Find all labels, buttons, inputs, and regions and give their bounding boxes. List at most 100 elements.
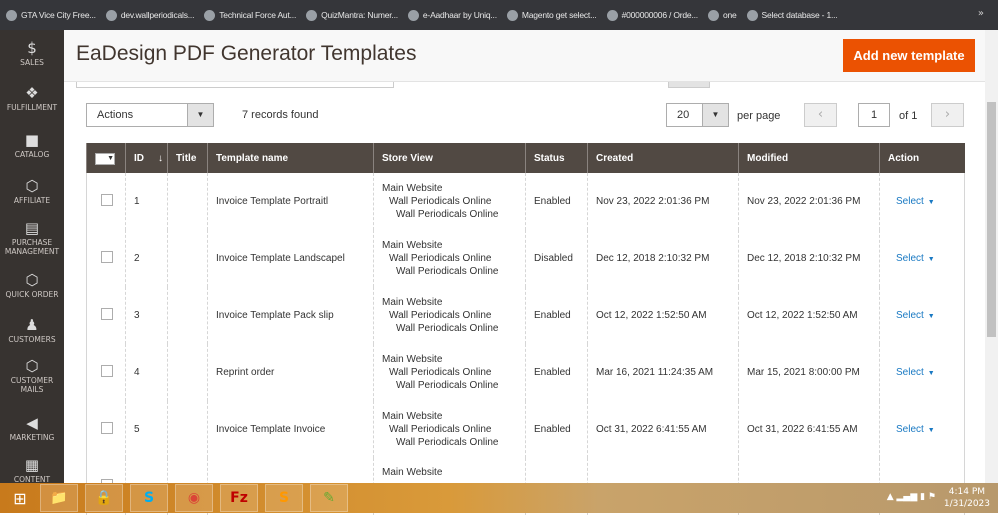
sidebar-item-sales[interactable]: $ SALES — [0, 40, 64, 67]
filters-button[interactable] — [668, 82, 710, 88]
row-checkbox[interactable] — [101, 365, 113, 377]
megaphone-icon: ◀ — [26, 414, 38, 432]
clock-date: 1/31/2023 — [943, 499, 990, 509]
sidebar-item-catalog[interactable]: ■ CATALOG — [0, 132, 64, 159]
row-checkbox-cell — [86, 401, 126, 458]
bookmark-item[interactable]: #000000006 / Orde... — [606, 9, 698, 21]
sidebar-item-content[interactable]: ▦ CONTENT — [0, 457, 64, 484]
bookmark-label: QuizMantra: Numer... — [321, 10, 398, 20]
clock[interactable]: 4:14 PM 1/31/2023 — [944, 486, 990, 510]
sidebar-item-label: QUICK ORDER — [5, 290, 59, 299]
bookmark-item[interactable]: one — [707, 9, 737, 21]
notepad-taskbar-button[interactable]: ✎ — [310, 484, 348, 512]
scrollbar-thumb[interactable] — [987, 102, 996, 337]
cell-status: Enabled — [525, 401, 588, 458]
chrome-icon: ◉ — [187, 490, 201, 506]
per-page-select[interactable]: 20 ▼ — [666, 103, 729, 127]
sidebar-item-label: PURCHASE MANAGEMENT — [4, 238, 60, 256]
row-action-select[interactable]: Select ▼ — [888, 310, 935, 321]
mass-select-checkbox[interactable]: ▼ — [86, 143, 126, 173]
select-label: Select — [896, 253, 924, 264]
sidebar-item-affiliate[interactable]: ⬡ AFFILIATE — [0, 178, 64, 205]
search-input[interactable] — [76, 82, 394, 88]
sublime-taskbar-button[interactable]: S — [265, 484, 303, 512]
windows-taskbar: ⊞ 📁 🔒 S ◉ Fz S ✎ ▲ ▂▄▆ ▮ ⚑ 4:14 PM 1/31/2023 — [0, 483, 998, 513]
cell-action: Select ▼ — [879, 401, 965, 458]
column-header-template-name[interactable]: Template name — [207, 143, 374, 173]
file-explorer-taskbar-button[interactable]: 📁 — [40, 484, 78, 512]
column-header-action[interactable]: Action — [879, 143, 965, 173]
add-new-template-button[interactable]: Add new template — [843, 39, 975, 72]
row-action-select[interactable]: Select ▼ — [888, 253, 935, 264]
column-header-status[interactable]: Status — [525, 143, 588, 173]
page-number-input[interactable]: 1 — [858, 103, 890, 127]
bookmark-item[interactable]: dev.wallperiodicals... — [105, 9, 194, 21]
sidebar-item-fulfillment[interactable]: ❖ FULFILLMENT — [0, 85, 64, 112]
sidebar-item-purchase-management[interactable]: ▤ PURCHASE MANAGEMENT — [0, 220, 64, 256]
lock-taskbar-button[interactable]: 🔒 — [85, 484, 123, 512]
store-view-line: Wall Periodicals Online — [389, 424, 492, 435]
table-row[interactable]: 2 Invoice Template Landscapel Main Website… — [86, 230, 965, 287]
previous-page-button[interactable]: ‹ — [804, 103, 837, 127]
sidebar-item-customers[interactable]: ♟ CUSTOMERS — [0, 317, 64, 344]
table-row[interactable]: 1 Invoice Template Portraitl Main Website W… — [86, 173, 965, 230]
layout-icon: ▦ — [24, 456, 40, 474]
bookmark-item[interactable]: QuizMantra: Numer... — [306, 9, 398, 21]
person-icon: ♟ — [25, 316, 39, 334]
bookmark-item[interactable]: e-Aadhaar by Uniq... — [407, 9, 497, 21]
column-header-id[interactable]: ID ↓ — [125, 143, 168, 173]
cell-template-name: Invoice Template Pack slip — [207, 287, 374, 344]
table-row[interactable]: 4 Reprint order Main Website Wall Periodica… — [86, 344, 965, 401]
column-header-store-view[interactable]: Store View — [373, 143, 526, 173]
sidebar-item-marketing[interactable]: ◀ MARKETING — [0, 415, 64, 442]
sidebar-item-label: FULFILLMENT — [6, 103, 58, 112]
column-header-modified[interactable]: Modified — [738, 143, 880, 173]
sidebar-item-label: SALES — [20, 58, 44, 67]
fulfillment-icon: ❖ — [25, 84, 39, 102]
cell-id: 2 — [125, 230, 168, 287]
table-row[interactable]: 5 Invoice Template Invoice Main Website Wal… — [86, 401, 965, 458]
bookmark-item[interactable]: GTA Vice City Free... — [6, 9, 96, 21]
column-header-title[interactable]: Title — [167, 143, 208, 173]
cell-action: Select ▼ — [879, 230, 965, 287]
table-row[interactable]: 3 Invoice Template Pack slip Main Website W… — [86, 287, 965, 344]
column-header-created[interactable]: Created — [587, 143, 739, 173]
notepad-icon: ✎ — [323, 490, 335, 506]
caret-down-icon: ▼ — [927, 427, 935, 434]
row-action-select[interactable]: Select ▼ — [888, 367, 935, 378]
row-checkbox[interactable] — [101, 251, 113, 263]
row-action-select[interactable]: Select ▼ — [888, 196, 935, 207]
row-action-select[interactable]: Select ▼ — [888, 424, 935, 435]
sidebar-item-label: AFFILIATE — [13, 196, 51, 205]
row-checkbox[interactable] — [101, 308, 113, 320]
chrome-taskbar-button[interactable]: ◉ — [175, 484, 213, 512]
cell-store-view: Main Website Wall Periodicals Online Wall … — [373, 287, 526, 344]
column-label: ID — [134, 152, 144, 164]
bookmark-item[interactable]: Select database - 1... — [746, 9, 838, 21]
sidebar-item-label: MARKETING — [9, 433, 55, 442]
vertical-scrollbar[interactable] — [985, 30, 998, 483]
cell-id: 5 — [125, 401, 168, 458]
bookmarks-more-button[interactable]: » — [977, 8, 984, 19]
sidebar-item-customer-mails[interactable]: ⬡ CUSTOMER MAILS — [0, 358, 64, 394]
cell-id: 3 — [125, 287, 168, 344]
skype-taskbar-button[interactable]: S — [130, 484, 168, 512]
store-view-line: Wall Periodicals Online — [389, 196, 492, 207]
row-checkbox[interactable] — [101, 422, 113, 434]
bookmark-item[interactable]: Magento get select... — [506, 9, 597, 21]
sidebar-item-quick-order[interactable]: ⬡ QUICK ORDER — [0, 272, 64, 299]
caret-down-icon: ▼ — [927, 313, 935, 320]
bookmark-label: GTA Vice City Free... — [21, 10, 96, 20]
row-checkbox-cell — [86, 173, 126, 230]
filezilla-taskbar-button[interactable]: Fz — [220, 484, 258, 512]
cell-title — [167, 287, 208, 344]
windows-start-icon[interactable]: ⊞ — [13, 488, 27, 508]
cell-created: Nov 23, 2022 2:01:36 PM — [587, 173, 739, 230]
system-tray-icons[interactable]: ▲ ▂▄▆ ▮ ⚑ — [886, 492, 936, 502]
clock-time: 4:14 PM — [948, 487, 986, 497]
actions-dropdown[interactable]: Actions ▼ — [86, 103, 214, 127]
store-view-line: Wall Periodicals Online — [396, 380, 499, 391]
next-page-button[interactable]: › — [931, 103, 964, 127]
row-checkbox[interactable] — [101, 194, 113, 206]
bookmark-item[interactable]: Technical Force Aut... — [204, 9, 296, 21]
